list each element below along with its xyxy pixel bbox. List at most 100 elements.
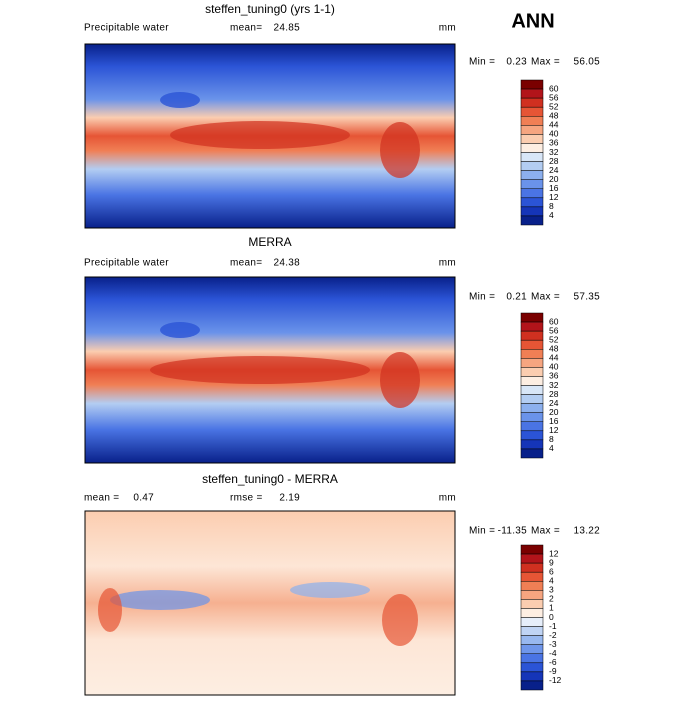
colorbar-label: 9 [549,557,554,567]
colorbar-label: 60 [549,316,559,326]
stat-value: 24.38 [273,258,300,269]
colorbar-label: 8 [549,201,554,211]
colorbar-box [520,339,544,350]
colorbar-label: 12 [549,425,559,435]
max-value: 56.05 [573,57,600,68]
colorbar-label: 20 [549,407,559,417]
colorbar-label: 32 [549,380,559,390]
colorbar-box [520,544,544,555]
stat-label: mean = [84,493,119,504]
colorbar-box [520,430,544,441]
colorbar-label: 52 [549,101,559,111]
colorbar-label: 44 [549,353,559,363]
colorbar-label: 48 [549,344,559,354]
min-value: 0.21 [506,292,527,303]
colorbar-box [520,662,544,673]
colorbar-label: -1 [549,621,557,631]
field-label: Precipitable water [84,258,169,269]
colorbar-box [520,206,544,217]
colorbar-label: 28 [549,389,559,399]
colorbar-box [520,106,544,117]
colorbar-box [520,385,544,395]
panel-title: steffen_tuning0 - MERRA [202,472,338,486]
colorbar-label: 24 [549,398,559,408]
colorbar-label: 56 [549,92,559,102]
colorbar-box [520,403,544,413]
colorbar-label: 16 [549,183,559,193]
min-label: Min = [469,526,495,537]
colorbar-label: -3 [549,639,557,649]
stat-label: mean= [230,23,262,34]
stat-value: 2.19 [279,493,300,504]
colorbar-label: -6 [549,657,557,667]
colorbar-box [520,179,544,189]
header-title: ANN [511,10,554,32]
colorbar-box [520,215,544,226]
colorbar-box [520,143,544,153]
colorbar-box [520,79,544,90]
colorbar-label: -2 [549,630,557,640]
colorbar-label: 28 [549,156,559,166]
colorbar-label: -9 [549,666,557,676]
colorbar-box [520,170,544,180]
colorbar-label: 4 [549,576,554,586]
colorbar-box [520,448,544,459]
colorbar-box [520,599,544,609]
colorbar-box [520,161,544,171]
max-value: 13.22 [573,526,600,537]
colorbar-box [520,152,544,162]
colorbar-label: 24 [549,165,559,175]
colorbar-box [520,116,544,126]
min-value: 0.23 [506,57,527,68]
stat-value: 0.47 [133,493,154,504]
units: mm [439,23,456,34]
colorbar-box [520,626,544,636]
colorbar-box [520,608,544,618]
colorbar-label: 40 [549,129,559,139]
colorbar-box [520,635,544,645]
colorbar-box [520,562,544,573]
panel-title: MERRA [248,235,291,249]
colorbar-box [520,188,544,199]
colorbar-label: 48 [549,111,559,121]
colorbar-label: 56 [549,325,559,335]
colorbar-label: -4 [549,648,557,658]
colorbar-box [520,671,544,682]
max-value: 57.35 [573,292,600,303]
field-label: Precipitable water [84,23,169,34]
colorbar-box [520,394,544,404]
colorbar-label: 36 [549,138,559,148]
map [84,510,456,696]
colorbar-box [520,97,544,108]
stat-label: rmse = [230,493,263,504]
colorbar-box [520,197,544,208]
colorbar-label: 52 [549,334,559,344]
colorbar-box [520,553,544,564]
colorbar-label: 8 [549,434,554,444]
colorbar-box [520,653,544,664]
map [84,276,456,464]
colorbar-box [520,590,544,600]
colorbar-box [520,321,544,332]
colorbar-label: 44 [549,120,559,130]
stat-value: 24.85 [273,23,300,34]
min-label: Min = [469,292,495,303]
colorbar-label: 32 [549,147,559,157]
colorbar-label: 12 [549,192,559,202]
colorbar-label: 4 [549,443,554,453]
stat-label: mean= [230,258,262,269]
units: mm [439,258,456,269]
colorbar-label: 20 [549,174,559,184]
max-label: Max = [531,57,560,68]
colorbar-box [520,439,544,450]
colorbar-label: 60 [549,83,559,93]
min-value: -11.35 [498,526,528,537]
colorbar-box [520,376,544,386]
colorbar-label: 36 [549,371,559,381]
colorbar-box [520,125,544,135]
colorbar-box [520,581,544,591]
max-label: Max = [531,292,560,303]
colorbar-label: 4 [549,210,554,220]
colorbar-box [520,421,544,432]
